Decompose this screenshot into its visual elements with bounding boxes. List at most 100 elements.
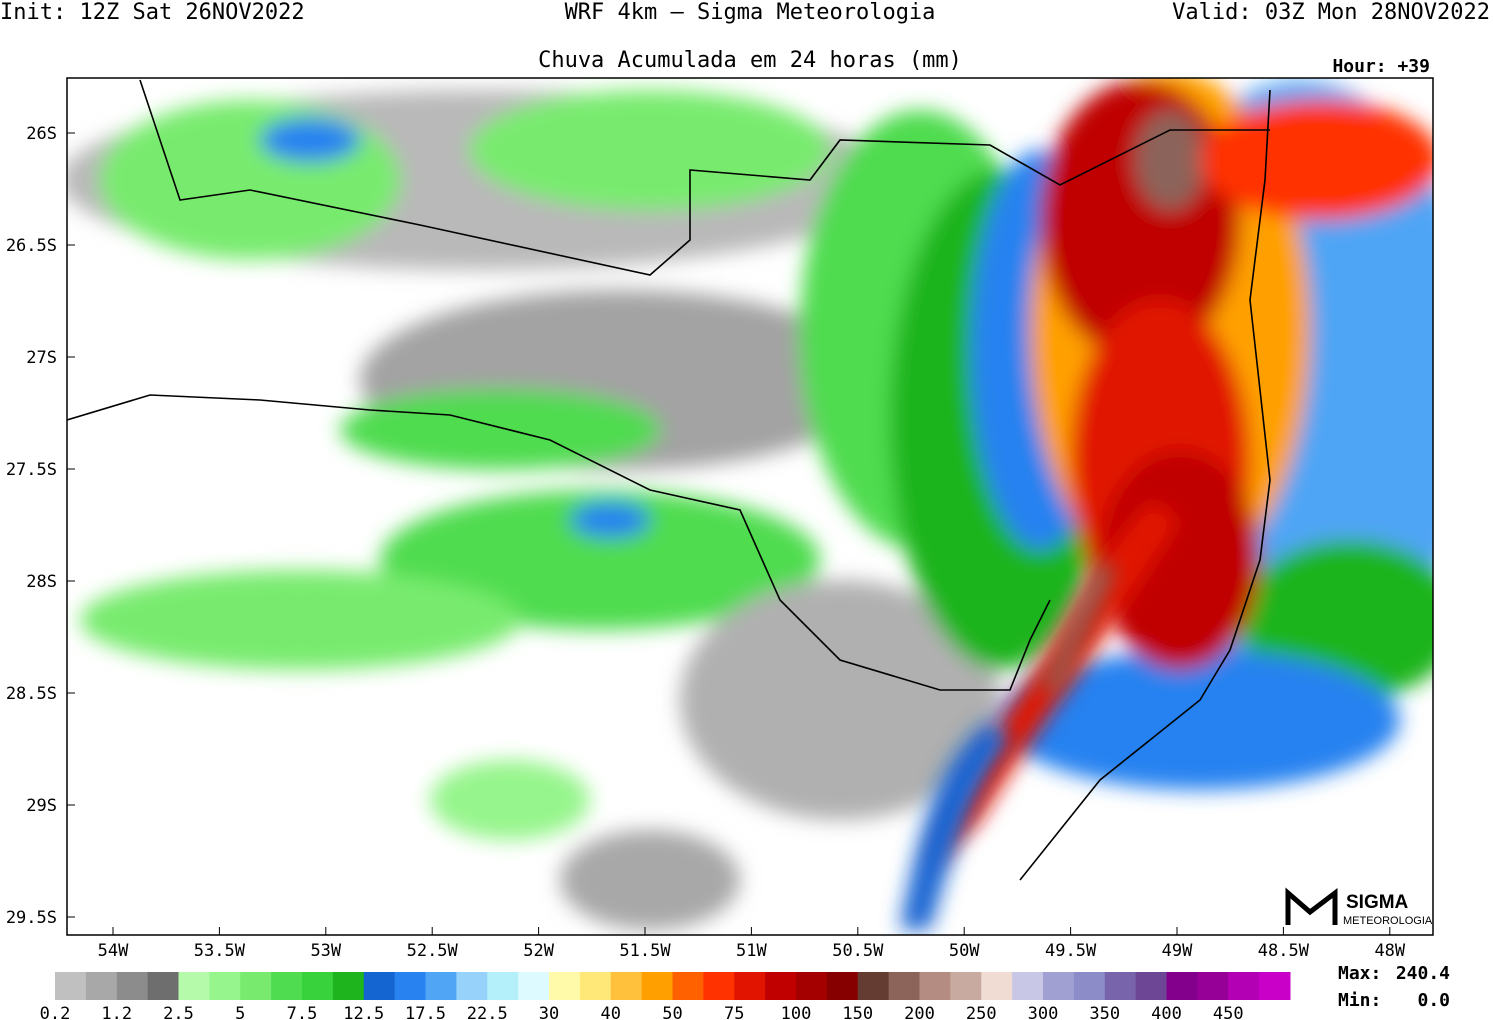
lat-label: 27.5S (6, 460, 57, 480)
colorbar-swatch (487, 972, 519, 1000)
colorbar-swatch (1228, 972, 1260, 1000)
lon-label: 50W (949, 941, 980, 961)
lon-label: 54W (98, 941, 129, 961)
colorbar-label: 30 (539, 1004, 559, 1020)
lon-label: 48W (1374, 941, 1405, 961)
colorbar-label: 5 (235, 1004, 245, 1020)
colorbar-swatch (1104, 972, 1137, 1000)
colorbar-swatch (178, 972, 210, 1000)
model-text: WRF 4km — Sigma Meteorologia (565, 0, 936, 25)
logo-sub: METEOROLOGIA (1343, 915, 1433, 927)
colorbar-swatch (981, 972, 1013, 1000)
lat-label: 27S (26, 348, 57, 368)
colorbar-swatch (641, 972, 673, 1000)
map-frame (66, 77, 1434, 936)
init-text: Init: 12Z Sat 26NOV2022 (0, 0, 305, 25)
lat-label: 26S (26, 124, 57, 144)
colorbar-swatch (888, 972, 920, 1000)
colorbar-label: 7.5 (287, 1004, 318, 1020)
colorbar-swatch (1166, 972, 1198, 1000)
colorbar-swatch (456, 972, 488, 1000)
colorbar-swatch (147, 972, 179, 1000)
lon-label: 52W (523, 941, 554, 961)
colorbar-label: 1.2 (101, 1004, 132, 1020)
colorbar-swatch (302, 972, 334, 1000)
lat-label: 28S (26, 572, 57, 592)
colorbar-label: 0.2 (40, 1004, 71, 1020)
colorbar-swatch (610, 972, 643, 1000)
lat-label: 29S (26, 796, 57, 816)
min-label: Min: (1338, 990, 1381, 1011)
colorbar-label: 75 (724, 1004, 744, 1020)
colorbar-swatch (1043, 972, 1075, 1000)
colorbar-label: 50 (662, 1004, 682, 1020)
colorbar: 0.2 1.2 2.5 5 7.5 12.5 17.5 22.5 30 40 50 75 100 150 2… (40, 972, 1291, 1020)
colorbar-label: 200 (904, 1004, 935, 1020)
colorbar-label: 400 (1151, 1004, 1182, 1020)
colorbar-label: 2.5 (163, 1004, 194, 1020)
colorbar-swatch (1259, 972, 1291, 1000)
colorbar-swatch (672, 972, 704, 1000)
colorbar-label: 150 (842, 1004, 873, 1020)
colorbar-label: 350 (1089, 1004, 1120, 1020)
lon-label: 53W (310, 941, 341, 961)
colorbar-label: 100 (781, 1004, 812, 1020)
colorbar-swatch (549, 972, 581, 1000)
lat-axis: 26S 26.5S 27S 27.5S 28S 28.5S 29S 29.5S (6, 124, 75, 928)
lon-label: 49W (1162, 941, 1193, 961)
colorbar-swatch (518, 972, 550, 1000)
colorbar-swatch (394, 972, 426, 1000)
colorbar-swatch (55, 972, 87, 1000)
colorbar-swatch (579, 972, 612, 1000)
lon-label: 48.5W (1258, 941, 1310, 961)
hour-text: Hour: +39 (1332, 56, 1430, 77)
lon-label: 53.5W (194, 941, 246, 961)
colorbar-swatch (116, 972, 149, 1000)
colorbar-label: 250 (966, 1004, 997, 1020)
lon-label: 49.5W (1045, 941, 1097, 961)
colorbar-swatch (332, 972, 365, 1000)
lat-label: 26.5S (6, 236, 57, 256)
rain-field (67, 78, 1433, 935)
colorbar-swatch (1135, 972, 1167, 1000)
colorbar-swatch (363, 972, 396, 1000)
colorbar-swatch (919, 972, 951, 1000)
colorbar-swatch (1073, 972, 1106, 1000)
map-title: Chuva Acumulada em 24 horas (mm) (538, 48, 962, 73)
colorbar-label: 12.5 (343, 1004, 384, 1020)
colorbar-swatch (1197, 972, 1229, 1000)
colorbar-swatch (826, 972, 859, 1000)
min-value: 0.0 (1417, 990, 1450, 1011)
colorbar-swatch (209, 972, 241, 1000)
colorbar-swatch (271, 972, 303, 1000)
lon-label: 51.5W (619, 941, 671, 961)
lon-label: 50.5W (832, 941, 884, 961)
lat-label: 28.5S (6, 684, 57, 704)
lon-label: 51W (736, 941, 767, 961)
colorbar-swatch (703, 972, 735, 1000)
colorbar-label: 40 (601, 1004, 621, 1020)
logo: SIGMA METEOROLOGIA (1285, 887, 1433, 927)
colorbar-swatch (425, 972, 457, 1000)
lat-label: 29.5S (6, 908, 57, 928)
lon-label: 52.5W (407, 941, 459, 961)
max-value: 240.4 (1396, 963, 1450, 984)
lon-axis: 54W 53.5W 53W 52.5W 52W 51.5W 51W 50.5W 50W 49.5W… (98, 927, 1406, 961)
max-label: Max: (1338, 963, 1381, 984)
colorbar-label: 17.5 (405, 1004, 446, 1020)
colorbar-swatch (734, 972, 766, 1000)
colorbar-swatch (796, 972, 828, 1000)
logo-name: SIGMA (1346, 892, 1409, 913)
valid-text: Valid: 03Z Mon 28NOV2022 (1172, 0, 1490, 25)
colorbar-swatch (85, 972, 118, 1000)
colorbar-swatch (765, 972, 797, 1000)
colorbar-swatch (857, 972, 890, 1000)
colorbar-swatch (1012, 972, 1044, 1000)
colorbar-swatch (950, 972, 982, 1000)
colorbar-label: 300 (1028, 1004, 1059, 1020)
colorbar-label: 450 (1213, 1004, 1244, 1020)
colorbar-label: 22.5 (467, 1004, 508, 1020)
colorbar-swatch (240, 972, 272, 1000)
